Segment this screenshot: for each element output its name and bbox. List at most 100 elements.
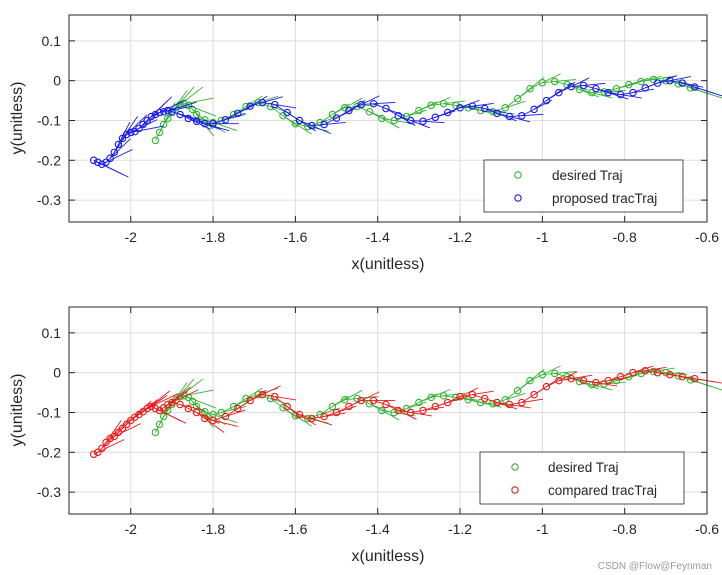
data-point [357, 396, 365, 405]
data-point [406, 116, 415, 125]
heading-segment [105, 418, 131, 443]
heading-segment [694, 378, 722, 384]
data-point [89, 450, 98, 459]
data-point [526, 376, 534, 385]
data-point [353, 102, 361, 111]
data-point [390, 408, 398, 417]
y-tick-label: 0.1 [42, 325, 62, 341]
heading-segment [184, 103, 217, 117]
data-point [201, 115, 209, 124]
data-point [439, 392, 448, 400]
data-point [542, 382, 551, 391]
data-point [122, 130, 131, 139]
marks-bottom [89, 365, 722, 459]
data-point [464, 396, 473, 404]
heading-segment [381, 118, 416, 125]
heading-segment [632, 366, 667, 374]
data-point [283, 402, 291, 411]
data-point [114, 140, 123, 149]
data-point [415, 398, 423, 407]
data-point [176, 110, 184, 119]
data-point [452, 101, 460, 110]
legend-top: desired Traj proposed tracTraj [483, 159, 684, 213]
data-point [192, 408, 201, 417]
heading-segment [361, 101, 396, 106]
x-tick-label: -1.6 [283, 229, 307, 245]
x-tick-label: -1.6 [283, 521, 307, 537]
data-point [415, 106, 423, 115]
data-point [184, 114, 193, 123]
data-point [345, 106, 353, 115]
data-point [332, 408, 341, 417]
data-point [419, 406, 427, 415]
heading-segment [398, 410, 432, 417]
data-point [155, 108, 164, 117]
data-point [662, 368, 670, 377]
data-point [513, 386, 522, 395]
data-point [443, 398, 452, 407]
axes-box-top [68, 14, 708, 223]
data-point [501, 396, 510, 404]
data-point [258, 98, 267, 107]
data-point [147, 112, 156, 121]
heading-segment [579, 89, 613, 99]
legend-label-desired-bottom: desired Traj [548, 460, 619, 475]
series-compared-bottom [89, 365, 722, 459]
data-point [690, 374, 699, 383]
data-point [168, 107, 176, 116]
data-point [357, 100, 365, 109]
data-point [201, 414, 209, 423]
heading-segment [324, 405, 357, 417]
data-point [402, 112, 411, 121]
y-tick-label: 0 [53, 73, 61, 89]
heading-segment [410, 120, 445, 124]
y-tick-label: -0.3 [37, 484, 61, 500]
data-point [209, 119, 217, 128]
heading-segment [542, 370, 577, 376]
data-point [625, 372, 633, 381]
subplot-bottom: -2 -1.8 -1.6 -1.4 -1.2 -1 -0.8 -0.6 0.1 0 -0.1 -0.2… [9, 306, 722, 565]
data-point [431, 402, 440, 411]
x-tick-label: -0.8 [613, 229, 637, 245]
heading-segment [262, 394, 297, 401]
x-tick-label: -1.8 [201, 229, 225, 245]
data-point [126, 128, 135, 137]
data-point [637, 77, 645, 86]
heading-segment [299, 414, 333, 426]
heading-segment [571, 82, 606, 88]
data-point [192, 117, 201, 126]
data-point [501, 104, 510, 112]
x-tick-label: -0.8 [613, 521, 637, 537]
data-point [674, 80, 682, 88]
data-point [666, 370, 674, 379]
data-point [653, 368, 662, 377]
data-point [538, 370, 547, 379]
data-point [587, 380, 596, 389]
data-point [592, 378, 600, 387]
series-proposed-top [89, 75, 722, 178]
data-point [164, 114, 172, 123]
heading-segment [122, 114, 148, 139]
data-point [443, 108, 452, 117]
data-point [666, 76, 674, 85]
data-point [587, 88, 596, 97]
data-point [283, 108, 291, 117]
heading-segment [542, 78, 577, 84]
y-tick-label: 0.1 [42, 33, 62, 49]
ticks-top: -2 -1.8 -1.6 -1.4 -1.2 -1 -0.8 -0.6 0.1 0 -0.1 -0.2… [37, 15, 719, 245]
heading-segment [620, 88, 655, 96]
data-point [641, 84, 650, 92]
data-point [143, 116, 151, 125]
data-point [629, 368, 637, 377]
data-point [89, 156, 98, 165]
data-point [542, 96, 551, 105]
data-point [579, 376, 588, 385]
data-point [616, 90, 625, 99]
x-tick-label: -2 [125, 229, 138, 245]
heading-segment [459, 390, 494, 398]
data-point [575, 377, 584, 386]
heading-segment [167, 389, 199, 405]
data-point [106, 434, 114, 443]
data-point [431, 113, 440, 122]
heading-segment [653, 371, 688, 376]
